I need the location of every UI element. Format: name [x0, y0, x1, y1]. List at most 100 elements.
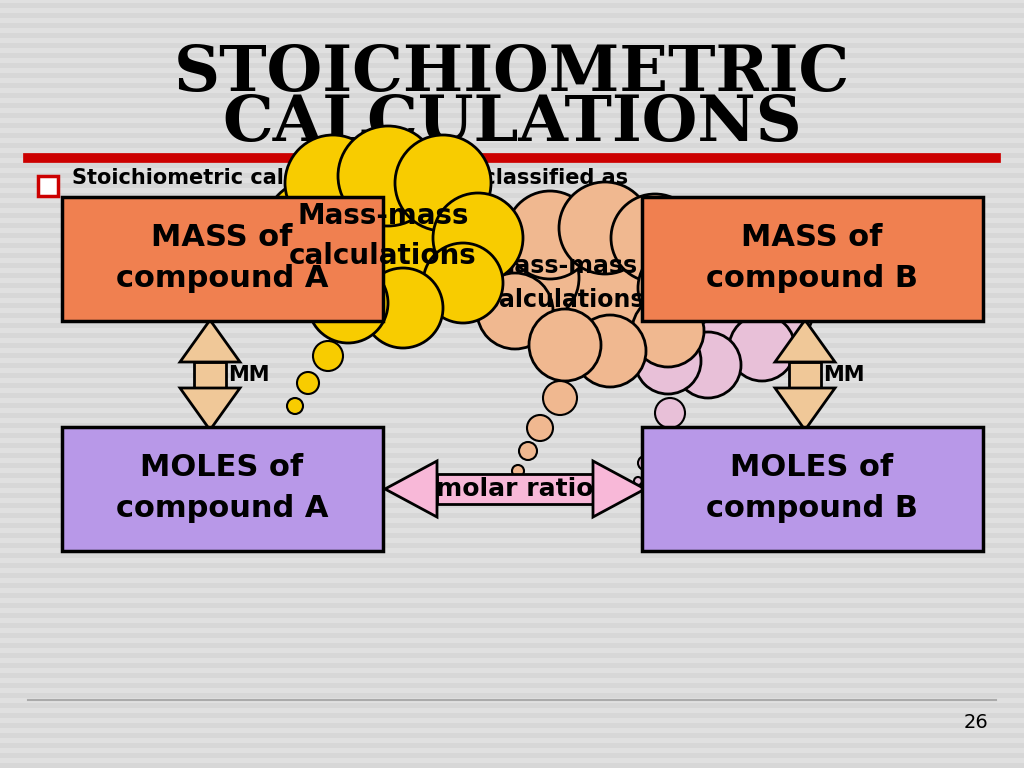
Bar [0, 433, 1024, 438]
Text: 26: 26 [964, 713, 988, 733]
Circle shape [490, 234, 579, 322]
Circle shape [330, 180, 446, 296]
Bar [0, 283, 1024, 288]
Bar [0, 33, 1024, 38]
Bar [0, 763, 1024, 768]
FancyBboxPatch shape [62, 427, 383, 551]
Bar [0, 183, 1024, 188]
Bar [0, 43, 1024, 48]
Bar [0, 563, 1024, 568]
Circle shape [602, 261, 682, 341]
Bar [0, 363, 1024, 368]
Bar [0, 23, 1024, 28]
Bar [0, 93, 1024, 98]
Bar [0, 453, 1024, 458]
Circle shape [423, 243, 503, 323]
Bar [0, 293, 1024, 298]
FancyBboxPatch shape [62, 197, 383, 321]
Bar [0, 493, 1024, 498]
Text: molar ratio: molar ratio [436, 477, 594, 501]
Polygon shape [180, 320, 240, 362]
Bar [0, 63, 1024, 68]
Text: Mass-mass
calculations: Mass-mass calculations [485, 254, 645, 312]
FancyBboxPatch shape [194, 362, 226, 388]
Circle shape [529, 309, 601, 381]
Bar [0, 233, 1024, 238]
Bar [0, 143, 1024, 148]
Polygon shape [593, 461, 645, 517]
Bar [0, 213, 1024, 218]
Bar [0, 153, 1024, 158]
Circle shape [652, 260, 748, 356]
Text: CALCULATIONS: CALCULATIONS [222, 92, 802, 154]
Bar [0, 503, 1024, 508]
Circle shape [477, 273, 553, 349]
Bar [0, 253, 1024, 258]
Circle shape [285, 135, 381, 231]
Circle shape [548, 236, 652, 340]
Circle shape [433, 193, 523, 283]
Text: MM: MM [823, 365, 864, 385]
Circle shape [729, 315, 795, 381]
FancyBboxPatch shape [437, 474, 593, 504]
Bar [0, 83, 1024, 88]
Text: one of three types:: one of three types: [72, 196, 298, 216]
Bar [0, 73, 1024, 78]
Bar [0, 673, 1024, 678]
Circle shape [587, 294, 657, 364]
Circle shape [635, 328, 701, 394]
Circle shape [543, 381, 577, 415]
Bar [0, 633, 1024, 638]
Circle shape [663, 211, 746, 295]
Polygon shape [180, 388, 240, 430]
FancyBboxPatch shape [642, 427, 983, 551]
Text: MOLES of
compound A: MOLES of compound A [116, 453, 329, 523]
Bar [0, 463, 1024, 468]
Bar [0, 373, 1024, 378]
Bar [0, 733, 1024, 738]
Circle shape [506, 191, 594, 279]
Bar [0, 613, 1024, 618]
Bar [0, 423, 1024, 428]
Bar [0, 403, 1024, 408]
Bar [0, 323, 1024, 328]
Circle shape [611, 194, 699, 282]
Bar [0, 723, 1024, 728]
Bar [0, 193, 1024, 198]
Bar [0, 573, 1024, 578]
Bar [0, 333, 1024, 338]
FancyBboxPatch shape [790, 362, 821, 388]
Bar [0, 273, 1024, 278]
Circle shape [265, 180, 361, 276]
Bar [0, 13, 1024, 18]
Bar [0, 623, 1024, 628]
Bar [0, 123, 1024, 128]
Circle shape [527, 415, 553, 441]
Circle shape [362, 268, 443, 348]
Bar [0, 413, 1024, 418]
Circle shape [632, 295, 705, 367]
Circle shape [644, 430, 666, 452]
Bar [0, 163, 1024, 168]
Text: MM: MM [228, 365, 269, 385]
Bar [0, 353, 1024, 358]
Circle shape [395, 135, 490, 231]
Text: STOICHIOMETRIC: STOICHIOMETRIC [174, 42, 850, 104]
Bar [0, 263, 1024, 268]
Text: MOLES of
compound B: MOLES of compound B [706, 453, 918, 523]
Bar [0, 703, 1024, 708]
Bar [0, 523, 1024, 528]
Bar [0, 533, 1024, 538]
Bar [0, 693, 1024, 698]
Bar [0, 743, 1024, 748]
Bar [0, 713, 1024, 718]
Circle shape [246, 221, 330, 305]
Circle shape [559, 182, 651, 274]
Bar [0, 513, 1024, 518]
Circle shape [655, 398, 685, 428]
Bar [0, 443, 1024, 448]
Bar [0, 483, 1024, 488]
Bar [0, 383, 1024, 388]
Circle shape [512, 465, 524, 477]
Polygon shape [385, 461, 437, 517]
